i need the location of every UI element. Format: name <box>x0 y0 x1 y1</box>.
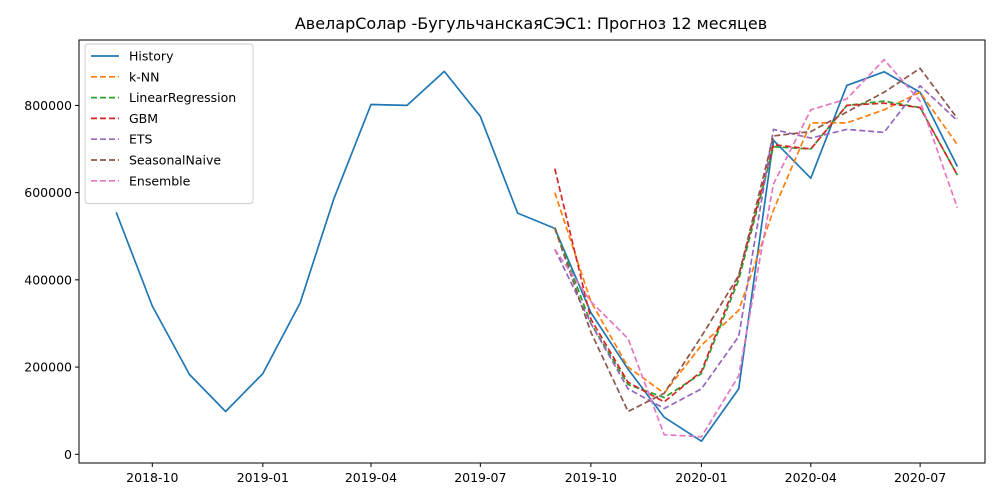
x-tick-label: 2019-01 <box>237 470 289 485</box>
legend-label-gbm: GBM <box>129 111 158 126</box>
series-line-seasonalnaive <box>553 67 959 413</box>
x-tick-label: 2020-07 <box>894 470 946 485</box>
x-tick-label: 2019-04 <box>345 470 397 485</box>
series-line-linearregression <box>554 100 959 399</box>
y-tick-label: 400000 <box>24 272 72 287</box>
x-tick-label: 2019-10 <box>565 470 617 485</box>
y-axis: 0 200000 400000 600000 800000 <box>24 98 79 462</box>
legend: History k-NN LinearRegression GBM ETS Seasona… <box>84 43 254 205</box>
y-tick-label: 200000 <box>24 360 72 375</box>
plot-frame <box>78 39 986 464</box>
plot-lines <box>115 58 959 443</box>
legend-box <box>84 43 254 205</box>
y-tick-label: 600000 <box>24 185 72 200</box>
series-line-gbm <box>553 102 959 403</box>
series-line-history <box>115 70 959 443</box>
legend-label-k-nn: k-NN <box>129 69 159 84</box>
y-tick-label: 0 <box>64 447 72 462</box>
y-tick-label: 800000 <box>24 98 72 113</box>
x-tick-label: 2020-01 <box>675 470 727 485</box>
series-line-k-nn <box>553 91 959 395</box>
x-axis: 2018-10 2019-01 2019-04 2019-07 2019-10 2020-… <box>126 463 946 485</box>
legend-label-ets: ETS <box>129 132 153 147</box>
legend-label-history: History <box>129 49 174 64</box>
x-tick-label: 2019-07 <box>454 470 506 485</box>
series-line-ensemble <box>554 58 959 438</box>
x-tick-label: 2018-10 <box>126 470 178 485</box>
series-line-ets <box>554 84 958 410</box>
legend-label-ensemble: Ensemble <box>129 173 191 188</box>
chart-title: АвеларСолар -БугульчанскаяСЭС1: Прогноз … <box>295 14 767 33</box>
x-tick-label: 2020-04 <box>785 470 837 485</box>
legend-label-seasonalnaive: SeasonalNaive <box>129 153 221 168</box>
legend-label-linearregression: LinearRegression <box>129 90 236 105</box>
